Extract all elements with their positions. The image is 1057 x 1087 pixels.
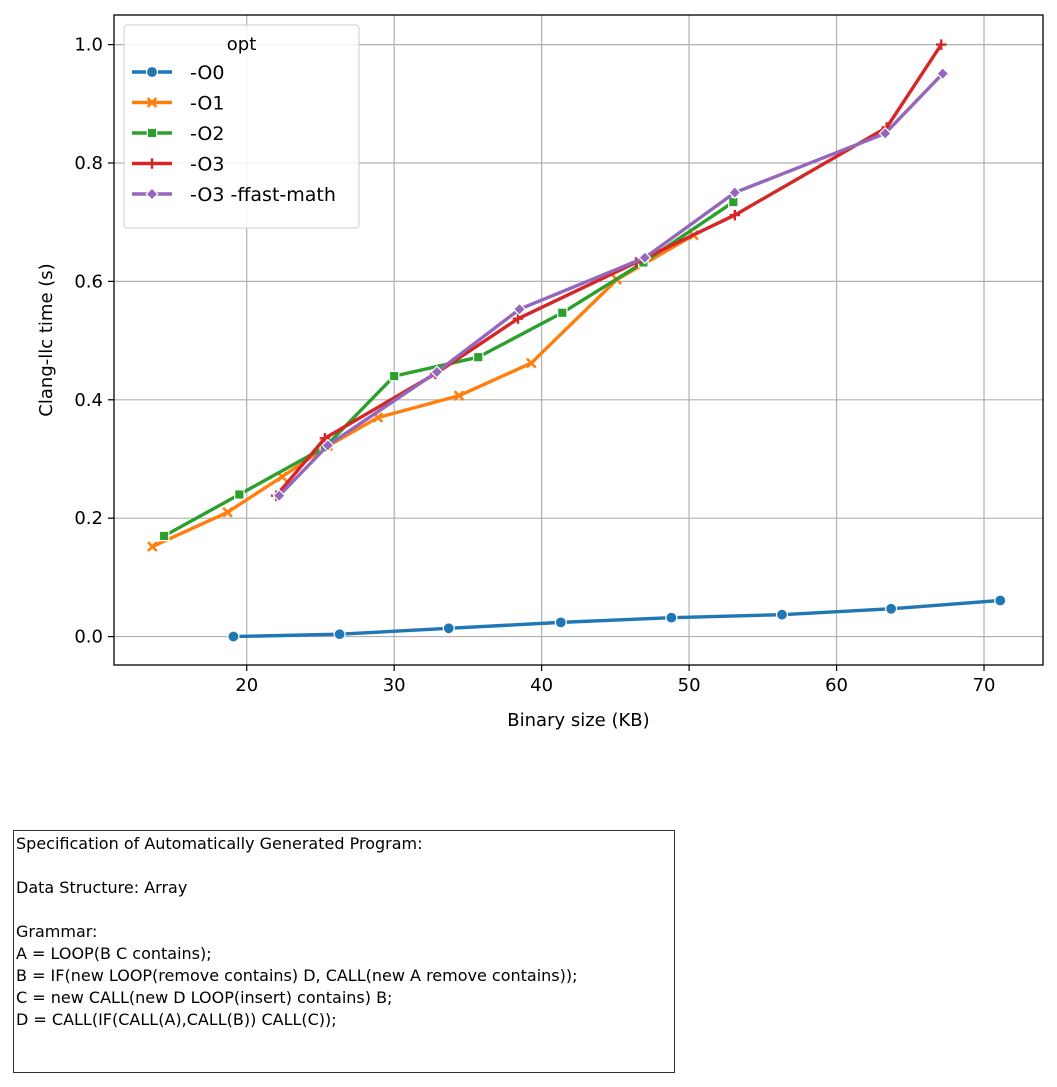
- data-point: [512, 302, 527, 316]
- spec-title: Specification of Automatically Generated…: [16, 834, 423, 853]
- data-point: [321, 438, 335, 452]
- series-0: [227, 594, 1007, 643]
- data-point: [525, 357, 537, 369]
- data-point: [638, 251, 652, 265]
- data-point: [729, 209, 741, 221]
- series-3: [270, 39, 947, 501]
- legend-item: -O0: [132, 62, 224, 84]
- line-chart: 20 30 40 50 60 70 0.0 0.2 0.4 0.6 0.8 1.0 Binary si…: [36, 14, 1044, 731]
- legend-marker: [146, 127, 158, 139]
- legend-marker: [146, 158, 158, 169]
- grammar-line: B = IF(new LOOP(remove contains) D, CALL…: [16, 966, 578, 985]
- legend-item: -O1: [132, 93, 224, 115]
- legend-label: -O2: [190, 123, 224, 145]
- y-axis-label: Clang-llc time (s): [36, 263, 57, 416]
- y-tick-label: 0.6: [74, 271, 103, 292]
- legend-marker: [145, 65, 159, 79]
- data-point: [147, 541, 158, 552]
- y-tick-label: 0.8: [74, 153, 103, 174]
- data-point: [158, 530, 170, 542]
- data-point: [234, 489, 245, 500]
- x-tick-label: 20: [235, 675, 258, 696]
- plot-frame: [113, 14, 1044, 666]
- program-spec-box: Specification of Automatically Generated…: [13, 830, 675, 1073]
- data-point: [728, 196, 739, 208]
- legend-item: -O3: [132, 154, 224, 176]
- series-4: [272, 66, 950, 503]
- legend-item: -O3 -ffast-math: [132, 184, 336, 206]
- series-layer: [147, 39, 1007, 643]
- x-tick-label: 70: [973, 675, 996, 696]
- x-tick-label: 40: [530, 675, 553, 696]
- data-point: [665, 611, 678, 624]
- legend-marker: [145, 187, 159, 201]
- series-line: [274, 42, 943, 498]
- data-point: [557, 307, 568, 319]
- data-point: [994, 594, 1007, 607]
- data-point: [388, 370, 400, 382]
- legend-marker: [146, 97, 158, 108]
- legend-label: -O1: [190, 93, 224, 115]
- spec-grammar-header: Grammar:: [16, 922, 98, 941]
- y-tick-label: 0.4: [74, 390, 103, 411]
- x-tick-label: 30: [383, 675, 406, 696]
- y-tick-label: 1.0: [74, 35, 103, 56]
- data-point: [512, 313, 524, 324]
- legend: opt -O0 -O1 -O2 -O3 -O3 -ffast-math: [123, 24, 360, 229]
- spec-data-structure: Data Structure: Array: [16, 878, 188, 897]
- data-point: [222, 506, 233, 518]
- grammar-line: A = LOOP(B C contains);: [16, 944, 212, 963]
- data-point: [453, 390, 465, 401]
- series-line: [277, 71, 945, 498]
- y-tick-label: 0.2: [74, 508, 103, 529]
- data-point: [775, 608, 789, 621]
- grammar-line: D = CALL(IF(CALL(A),CALL(B)) CALL(C));: [16, 1010, 337, 1029]
- data-point: [333, 628, 346, 641]
- data-point: [430, 365, 444, 379]
- x-tick-label: 60: [825, 675, 848, 696]
- data-point: [554, 616, 567, 629]
- data-point: [227, 630, 240, 643]
- data-point: [728, 185, 742, 200]
- data-point: [885, 602, 898, 615]
- x-tick-label: 50: [678, 675, 701, 696]
- y-tick-label: 0.0: [74, 627, 103, 648]
- legend-label: -O3: [190, 154, 224, 176]
- legend-item: -O2: [132, 123, 224, 145]
- legend-box: [123, 24, 360, 229]
- data-point: [878, 126, 892, 141]
- data-point: [272, 489, 286, 503]
- legend-title: opt: [227, 34, 257, 55]
- legend-items: -O0 -O1 -O2 -O3 -O3 -ffast-math: [132, 62, 336, 206]
- data-point: [936, 39, 947, 50]
- ticks: 20 30 40 50 60 70 0.0 0.2 0.4 0.6 0.8 1.0: [74, 35, 995, 696]
- data-point: [442, 622, 455, 635]
- legend-label: -O3 -ffast-math: [190, 184, 336, 206]
- x-axis-label: Binary size (KB): [507, 710, 649, 731]
- legend-label: -O0: [190, 62, 224, 84]
- data-point: [472, 351, 484, 363]
- data-point: [936, 66, 950, 81]
- series-line: [162, 200, 736, 538]
- series-line: [231, 598, 1002, 639]
- grammar-line: C = new CALL(new D LOOP(insert) contains…: [16, 988, 393, 1007]
